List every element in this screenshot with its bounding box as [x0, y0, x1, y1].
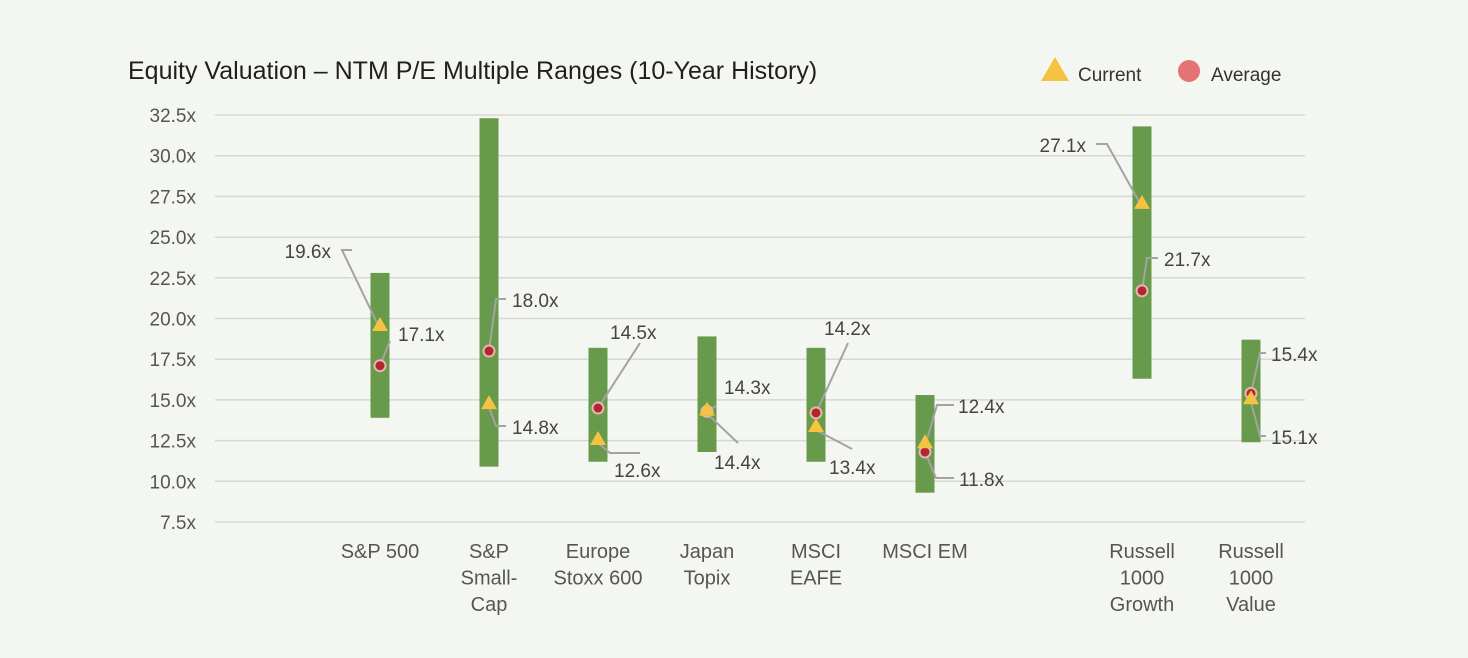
- current-value-label: 12.4x: [958, 397, 1005, 418]
- average-leader-line: [924, 451, 954, 479]
- current-leader-line: [597, 442, 640, 454]
- average-value-label: 14.5x: [610, 323, 657, 344]
- category-label-line: 1000: [1229, 568, 1274, 590]
- category-label-line: S&P 500: [341, 541, 420, 563]
- current-marker: [808, 417, 824, 432]
- y-tick-label: 7.5x: [160, 513, 196, 534]
- average-value-label: 17.1x: [398, 325, 445, 346]
- current-leader-line: [488, 406, 506, 427]
- current-leader-line: [1096, 143, 1143, 208]
- range-bar: [806, 347, 826, 462]
- range-bar: [697, 336, 717, 452]
- y-tick-label: 20.0x: [150, 310, 197, 331]
- legend-current-label: Current: [1078, 65, 1142, 86]
- average-value-label: 14.3x: [724, 378, 771, 399]
- average-marker: [591, 401, 605, 415]
- average-leader-line: [488, 298, 506, 352]
- category-label-line: Japan: [680, 541, 735, 563]
- average-value-label: 21.7x: [1164, 250, 1211, 271]
- category-label-line: Europe: [566, 541, 631, 563]
- average-value-label: 14.2x: [824, 319, 871, 340]
- category-label-line: Small-: [461, 568, 518, 590]
- average-marker: [373, 359, 387, 373]
- x-axis: S&P 500 S&P Small- Cap Europe Stoxx 600 Japan T…: [341, 541, 1284, 616]
- category-label: S&P 500: [341, 541, 420, 563]
- category-label-line: Cap: [471, 594, 508, 616]
- category-label-line: Value: [1226, 594, 1276, 616]
- category-label: MSCI EM: [882, 541, 968, 563]
- category-label-line: Growth: [1110, 594, 1174, 616]
- current-marker: [1134, 194, 1150, 209]
- current-value-label: 19.6x: [285, 242, 332, 263]
- average-value-label: 11.8x: [959, 470, 1005, 491]
- gridlines: [215, 114, 1305, 523]
- category-label-line: Russell: [1218, 541, 1284, 563]
- average-leader-line: [1141, 257, 1158, 291]
- current-value-label: 14.8x: [512, 418, 559, 439]
- y-axis: 7.5x 10.0x 12.5x 15.0x 17.5x 20.0x 22.5x 25.0x 2…: [150, 106, 197, 534]
- current-marker: [372, 317, 388, 332]
- current-marker: [1243, 390, 1259, 405]
- current-marker: [590, 430, 606, 445]
- current-leader-line: [340, 249, 381, 330]
- average-marker: [1135, 284, 1149, 298]
- category-label: Europe Stoxx 600: [554, 541, 643, 590]
- average-leader-line: [1250, 352, 1266, 394]
- current-value-label: 15.1x: [1271, 428, 1318, 449]
- current-leader-line: [815, 429, 853, 450]
- markers: [372, 194, 1259, 459]
- range-bar: [1132, 126, 1152, 379]
- y-tick-label: 10.0x: [150, 472, 197, 493]
- category-label-line: EAFE: [790, 568, 842, 590]
- current-value-label: 14.4x: [714, 453, 761, 474]
- y-tick-label: 32.5x: [150, 106, 197, 127]
- y-tick-label: 15.0x: [150, 391, 197, 412]
- average-marker: [482, 344, 496, 358]
- category-label-line: MSCI: [791, 541, 841, 563]
- current-value-label: 13.4x: [829, 458, 876, 479]
- legend-average-label: Average: [1211, 65, 1281, 86]
- legend-current-icon: [1041, 57, 1069, 81]
- y-tick-label: 30.0x: [150, 147, 197, 168]
- average-leader-line: [597, 342, 641, 409]
- chart-title: Equity Valuation – NTM P/E Multiple Rang…: [128, 57, 817, 85]
- data-labels: 17.1x 19.6x 18.0x 14.8x 14.5x 12.6x 14.3x 14.4x…: [285, 136, 1318, 491]
- average-value-label: 15.4x: [1271, 345, 1318, 366]
- current-leader-line: [1250, 402, 1266, 437]
- y-tick-label: 12.5x: [150, 432, 197, 453]
- category-label: S&P Small- Cap: [461, 541, 518, 616]
- category-label: Russell 1000 Value: [1218, 541, 1284, 616]
- average-marker: [809, 406, 823, 420]
- average-leader-line: [815, 342, 849, 414]
- category-label-line: Stoxx 600: [554, 568, 643, 590]
- category-label: MSCI EAFE: [790, 541, 842, 590]
- category-label: Russell 1000 Growth: [1109, 541, 1175, 616]
- category-label-line: 1000: [1120, 568, 1165, 590]
- category-label: Japan Topix: [680, 541, 735, 590]
- current-leader-line: [924, 404, 954, 447]
- legend-average-icon: [1178, 60, 1200, 82]
- current-marker: [481, 395, 497, 410]
- current-marker: [699, 401, 715, 416]
- current-marker: [917, 434, 933, 449]
- legend: Current Average: [1041, 57, 1281, 86]
- category-label-line: Russell: [1109, 541, 1175, 563]
- y-tick-label: 25.0x: [150, 228, 197, 249]
- average-value-label: 18.0x: [512, 291, 559, 312]
- y-tick-label: 27.5x: [150, 187, 197, 208]
- range-bar: [479, 118, 499, 467]
- current-value-label: 12.6x: [614, 461, 661, 482]
- category-label-line: Topix: [684, 568, 731, 590]
- range-bar: [370, 272, 390, 418]
- current-value-label: 27.1x: [1040, 136, 1087, 157]
- y-tick-label: 17.5x: [150, 350, 197, 371]
- category-label-line: MSCI EM: [882, 541, 968, 563]
- category-label-line: S&P: [469, 541, 509, 563]
- range-bars: [370, 118, 1261, 493]
- current-leader-line: [706, 412, 739, 444]
- y-tick-label: 22.5x: [150, 269, 197, 290]
